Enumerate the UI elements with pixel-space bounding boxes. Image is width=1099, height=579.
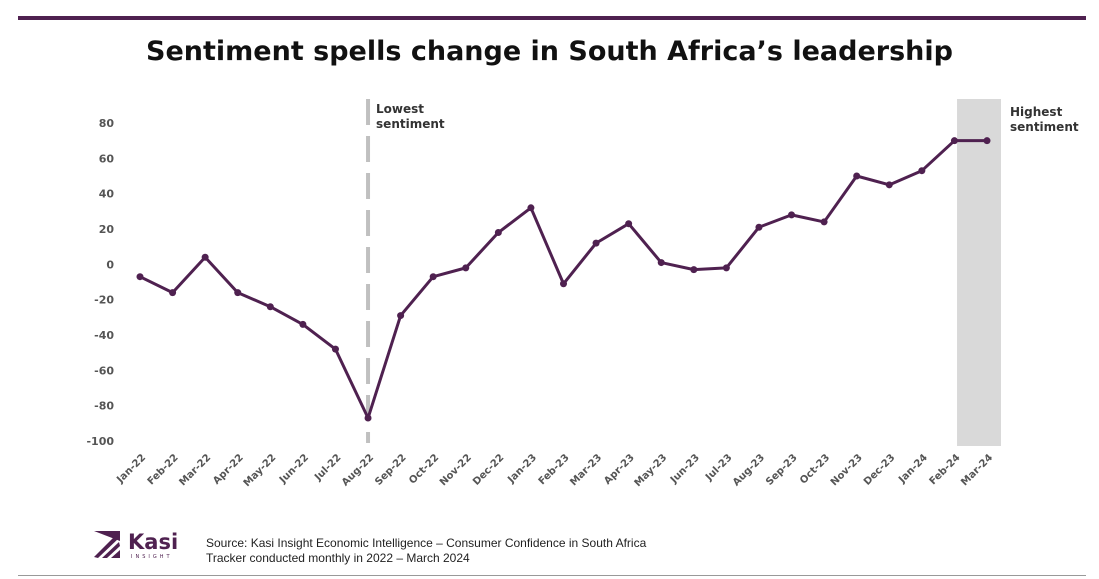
x-tick-label: Mar-23 [568,452,604,488]
y-tick-label: 80 [99,117,115,130]
chart-title: Sentiment spells change in South Africa’… [146,36,953,67]
annotation-lowest-line1: Lowest [376,102,424,116]
data-point-Apr-23 [625,220,633,228]
data-point-May-22 [266,303,274,311]
source-note: Source: Kasi Insight Economic Intelligen… [206,536,646,566]
data-point-Jul-23 [722,264,730,272]
y-tick-label: -100 [86,435,114,448]
source-line-1: Source: Kasi Insight Economic Intelligen… [206,536,647,550]
y-tick-label: 0 [106,258,114,271]
annotation-highest-line1: Highest [1010,105,1063,119]
y-tick-label: -80 [94,400,114,413]
data-point-Sep-23 [788,211,796,219]
x-tick-label: Aug-22 [340,452,376,488]
bottom-rule [18,575,1086,576]
sentiment-series-line [139,139,987,420]
svg-text:INSIGHT: INSIGHT [131,554,173,560]
x-tick-label: Mar-22 [177,452,213,488]
x-tick-label: Jan-22 [114,452,148,486]
data-point-Apr-22 [234,289,242,297]
data-point-Feb-24 [950,137,958,145]
x-tick-label: Jun-23 [668,452,702,486]
data-point-Mar-22 [201,253,209,261]
data-point-Jan-22 [136,273,144,281]
source-line-2: Tracker conducted monthly in 2022 – Marc… [206,551,470,565]
x-tick-label: Aug-23 [731,452,767,488]
x-tick-label: Jan-23 [505,452,539,486]
x-tick-label: Oct-22 [407,452,441,486]
data-point-Nov-22 [462,264,470,272]
data-point-Jan-23 [527,204,535,212]
x-tick-label: Dec-22 [471,452,506,487]
x-tick-label: May-23 [633,452,670,489]
y-tick-label: 40 [99,188,115,201]
data-point-Jun-23 [690,266,698,274]
x-tick-label: Feb-24 [928,452,963,487]
top-rule [18,16,1086,20]
x-tick-label: Mar-24 [959,452,995,488]
data-point-Jul-22 [331,345,339,353]
x-tick-label: Jul-23 [703,452,734,483]
data-point-Jan-24 [918,167,926,175]
x-tick-label: Jul-22 [312,452,343,483]
highest-sentiment-band [957,99,1002,446]
x-tick-label: Feb-23 [537,452,572,487]
data-point-Oct-23 [820,218,828,226]
x-tick-label: Jun-22 [277,452,311,486]
y-tick-label: 20 [99,223,115,236]
kasi-insight-logo: Kasi INSIGHT [92,527,192,565]
x-tick-label: Nov-23 [829,452,865,488]
data-point-Sep-22 [397,312,405,320]
data-point-Aug-22 [364,414,372,422]
x-tick-label: Sep-23 [764,452,800,488]
data-point-May-23 [657,259,665,267]
data-point-Aug-23 [755,223,763,231]
annotation-lowest-line2: sentiment [376,117,445,131]
data-point-Nov-23 [853,172,861,180]
data-point-Feb-22 [169,289,177,297]
y-tick-label: -60 [94,364,114,377]
data-point-Oct-22 [429,273,437,281]
data-point-Dec-23 [885,181,893,189]
annotation-highest-line2: sentiment [1010,120,1079,134]
y-tick-label: 60 [99,152,115,165]
data-point-Mar-23 [592,239,600,247]
data-point-Feb-23 [560,280,567,288]
x-tick-label: Oct-23 [798,452,832,486]
svg-text:Kasi: Kasi [128,530,178,554]
data-point-Jun-22 [299,320,307,328]
x-tick-label: Nov-22 [438,452,474,488]
x-tick-label: Sep-22 [373,452,409,488]
x-tick-label: May-22 [242,452,279,489]
data-point-Mar-24 [983,137,991,145]
y-tick-label: -40 [94,329,114,342]
y-tick-label: -20 [94,294,114,307]
x-tick-label: Dec-23 [862,452,897,487]
x-tick-label: Jan-24 [896,452,930,486]
data-point-Dec-22 [494,229,502,237]
x-tick-label: Feb-22 [146,452,181,487]
